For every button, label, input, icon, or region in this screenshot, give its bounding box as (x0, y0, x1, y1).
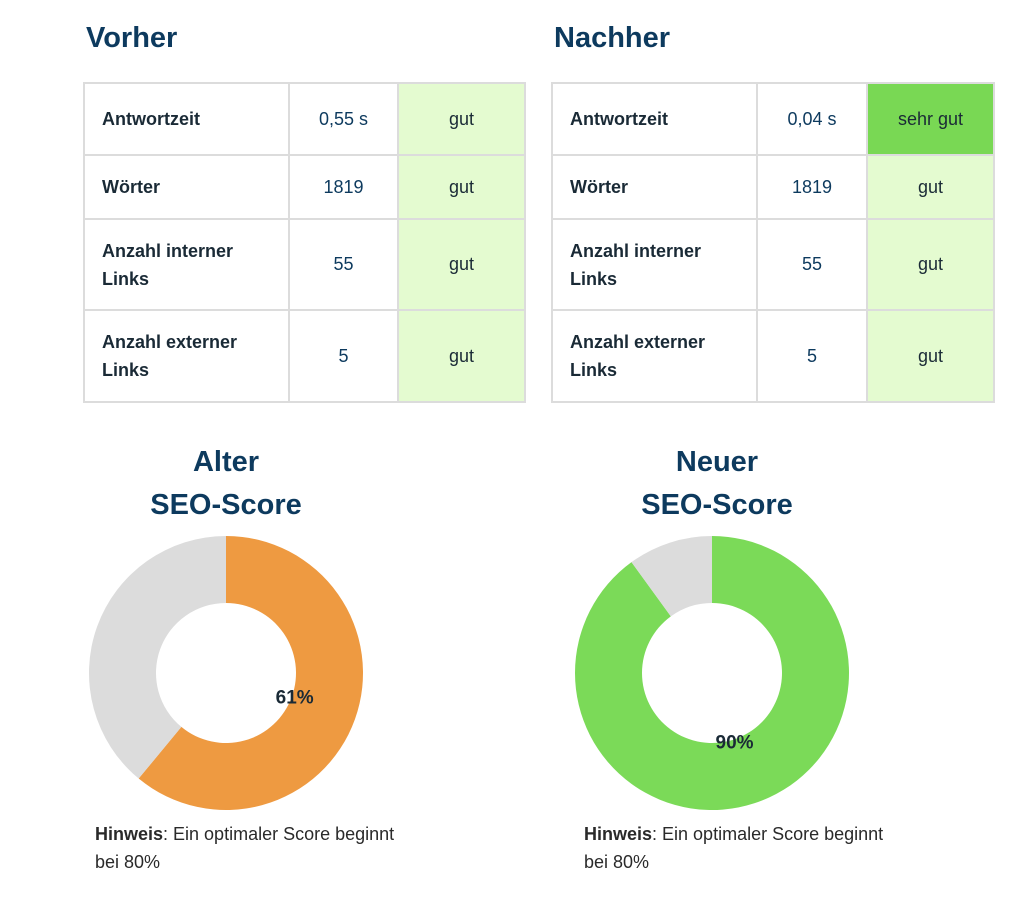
note-text: : Ein optimaler Score beginnt bei 80% (95, 824, 395, 872)
metric-label: Wörter (551, 154, 758, 220)
metric-label: Anzahl interner Links (83, 218, 290, 311)
table-row: Anzahl externer Links 5 gut (83, 309, 526, 403)
table-row: Anzahl externer Links 5 gut (551, 309, 995, 403)
table-row: Antwortzeit 0,04 s sehr gut (551, 82, 995, 156)
metric-label: Wörter (83, 154, 290, 220)
metric-rating: gut (866, 154, 995, 220)
metric-rating: gut (397, 82, 526, 156)
metric-label: Anzahl externer Links (551, 309, 758, 403)
old-seo-score-donut-chart: 61% (89, 536, 364, 810)
note-text: : Ein optimaler Score beginnt bei 80% (584, 824, 884, 872)
metric-rating: gut (866, 309, 995, 403)
table-row: Antwortzeit 0,55 s gut (83, 82, 526, 156)
metric-value: 55 (288, 218, 399, 311)
metric-value: 55 (756, 218, 868, 311)
metric-rating: gut (397, 309, 526, 403)
metric-rating: gut (866, 218, 995, 311)
metric-value: 5 (756, 309, 868, 403)
metric-rating: gut (397, 218, 526, 311)
remainder-slice (89, 536, 226, 779)
metric-value: 0,55 s (288, 82, 399, 156)
metric-label: Anzahl externer Links (83, 309, 290, 403)
after-metrics-table: Antwortzeit 0,04 s sehr gut Wörter 1819 … (551, 82, 995, 403)
metric-value: 1819 (288, 154, 399, 220)
note-label: Hinweis (95, 824, 164, 844)
metric-rating: sehr gut (866, 82, 995, 156)
metric-label: Anzahl interner Links (551, 218, 758, 311)
metric-value: 0,04 s (756, 82, 868, 156)
table-row: Anzahl interner Links 55 gut (551, 218, 995, 311)
table-row: Wörter 1819 gut (83, 154, 526, 220)
table-row: Wörter 1819 gut (551, 154, 995, 220)
old-score-title-line1: Alter (192, 446, 260, 478)
score-slice (138, 536, 364, 810)
after-heading: Nachher (554, 22, 671, 54)
metric-label: Antwortzeit (551, 82, 758, 156)
metric-value: 5 (288, 309, 399, 403)
metric-label: Antwortzeit (83, 82, 290, 156)
new-score-title-line2: SEO-Score (641, 489, 793, 521)
new-score-title-line1: Neuer (675, 446, 759, 478)
score-slice (575, 536, 849, 810)
old-seo-score-heading: Alter SEO-Score (46, 441, 406, 527)
old-score-note: Hinweis: Ein optimaler Score beginnt bei… (95, 820, 415, 876)
new-score-note: Hinweis: Ein optimaler Score beginnt bei… (584, 820, 904, 876)
old-score-title-line2: SEO-Score (150, 489, 302, 521)
before-metrics-table: Antwortzeit 0,55 s gut Wörter 1819 gut A… (83, 82, 526, 403)
table-row: Anzahl interner Links 55 gut (83, 218, 526, 311)
new-seo-score-heading: Neuer SEO-Score (537, 441, 897, 527)
note-label: Hinweis (584, 824, 653, 844)
new-seo-score-donut-chart: 90% (575, 536, 849, 810)
score-percentage-label: 61% (276, 688, 314, 709)
before-heading: Vorher (86, 22, 178, 54)
score-percentage-label: 90% (716, 732, 754, 753)
remainder-slice (631, 536, 712, 617)
metric-rating: gut (397, 154, 526, 220)
metric-value: 1819 (756, 154, 868, 220)
